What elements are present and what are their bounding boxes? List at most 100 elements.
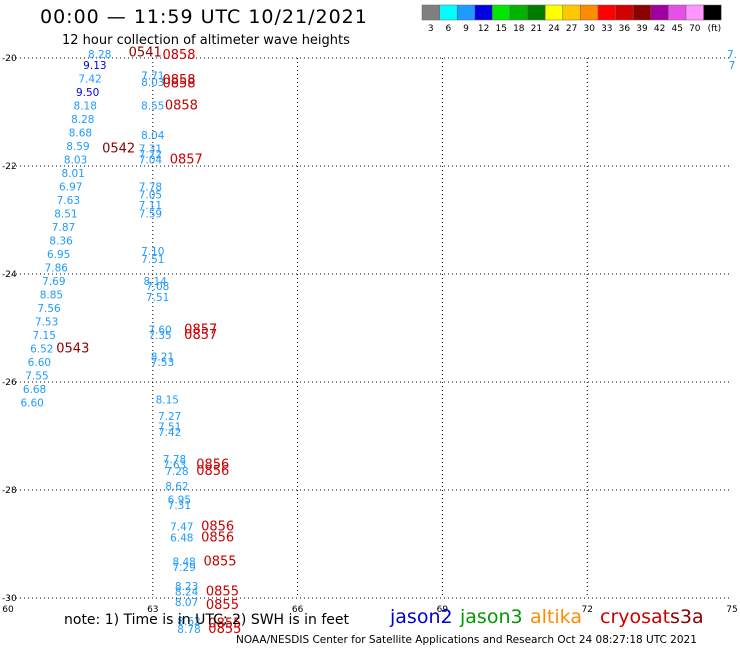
colorbar-swatch: [421, 4, 440, 21]
wave-height-label: 6.60: [20, 397, 43, 409]
colorbar-label: 12: [478, 24, 489, 34]
pass-time-label: 0858: [162, 77, 195, 92]
colorbar-swatch: [685, 4, 704, 21]
pass-time-label: 0855: [206, 598, 239, 613]
wave-height-label: 8.55: [141, 100, 164, 112]
wave-height-label: 7.35: [148, 330, 171, 342]
wave-height-label: 9.13: [83, 60, 106, 72]
x-tick-label: 72: [581, 605, 592, 615]
satellite-legend-item: s3a: [670, 606, 704, 628]
wave-height-label: 8.51: [54, 208, 77, 220]
wave-height-label: 7.86: [45, 262, 69, 274]
wave-height-label: 8.48: [172, 557, 195, 569]
colorbar-swatch: [650, 4, 669, 21]
wave-height-label: 7.78: [163, 454, 186, 466]
pass-time-label: 0858: [162, 73, 195, 88]
wave-height-label: 7.51: [141, 254, 164, 266]
colorbar-swatch: [527, 4, 546, 21]
wave-height-label: 8.07: [175, 597, 198, 609]
credit-line: NOAA/NESDIS Center for Satellite Applica…: [236, 634, 697, 646]
pass-time-label: 0541: [129, 45, 162, 60]
wave-height-label: 6.48: [170, 532, 193, 544]
colorbar-swatch: [544, 4, 564, 21]
wave-height-label: 7.60: [148, 324, 171, 336]
colorbar-label: 42: [654, 24, 665, 34]
wave-height-label: 7.71: [141, 71, 164, 83]
pass-time-label: 0856: [196, 464, 229, 479]
wave-height-label: 7.53: [151, 357, 174, 369]
wave-height-label: 7.59: [139, 208, 162, 220]
x-tick-label: 60: [2, 605, 14, 615]
wave-height-label: 6.95: [168, 495, 191, 507]
colorbar-swatch: [562, 4, 581, 21]
wave-height-label: 7.53: [35, 316, 58, 328]
y-tick-label: -20: [2, 54, 17, 64]
wave-height-label: 8.36: [49, 235, 73, 247]
wave-height-label: 7.63: [163, 459, 186, 471]
wave-height-label: 8.28: [88, 49, 111, 61]
colorbar-swatch: [456, 4, 476, 21]
wave-height-label: 8.03: [141, 77, 164, 89]
colorbar-label: 6: [446, 24, 452, 34]
pass-time-label: 0856: [201, 520, 234, 535]
wave-height-label: 8.03: [64, 154, 87, 166]
y-tick-label: -22: [2, 162, 17, 172]
wave-height-label: 8.15: [156, 395, 179, 407]
wave-height-label: 6.52: [30, 343, 53, 355]
satellite-legend-item: jason2: [390, 606, 453, 628]
wave-height-label: 8.04: [141, 130, 165, 142]
wave-height-label: 7.69: [42, 276, 65, 288]
pass-time-label: 0857: [170, 152, 203, 167]
wave-height-label: 8.59: [66, 141, 89, 153]
wave-height-label: 6.95: [47, 249, 70, 261]
colorbar-label: 15: [495, 24, 506, 34]
satellite-legend-item: cryosat: [600, 606, 671, 628]
pass-time-label: 0855: [203, 555, 236, 570]
satellite-legend-item: jason3: [460, 606, 523, 628]
wave-height-label: 7.72: [139, 149, 162, 161]
x-tick-label: 69: [437, 605, 449, 615]
satellite-legend-item: altika: [530, 606, 582, 628]
wave-height-label: 7.29: [172, 562, 195, 574]
colorbar-label: 9: [463, 24, 469, 34]
colorbar-label: 18: [513, 24, 525, 34]
colorbar-label: (ft): [708, 24, 722, 34]
pass-time-label: 0855: [206, 584, 239, 599]
footnote: note: 1) Time is in UTC; 2) SWH is in fe…: [64, 612, 350, 628]
wave-height-label: 7.: [727, 49, 737, 61]
wave-height-label: 9.50: [76, 87, 99, 99]
pass-time-label: 0543: [56, 341, 89, 356]
wave-height-label: 8.85: [40, 289, 63, 301]
wave-height-label: 8.68: [69, 127, 92, 139]
wave-height-label: 7.87: [52, 222, 75, 234]
wave-height-label: 7.56: [37, 303, 61, 315]
colorbar-swatch: [580, 4, 599, 21]
wave-height-label: 6.97: [59, 181, 82, 193]
wave-height-label: 8.14: [144, 276, 168, 288]
wave-height-label: 7.47: [170, 522, 193, 534]
wave-height-label: 7: [729, 60, 736, 72]
pass-time-label: 0857: [184, 322, 217, 337]
page-title: 00:00 — 11:59 UTC 10/21/2021: [40, 6, 368, 28]
page-subtitle: 12 hour collection of altimeter wave hei…: [62, 33, 350, 48]
colorbar-swatch: [474, 4, 493, 21]
wave-height-label: 7.10: [141, 246, 164, 258]
wave-height-label: 7.51: [158, 422, 181, 434]
x-tick-label: 75: [726, 605, 737, 615]
colorbar-swatch: [615, 4, 634, 21]
wave-height-label: 7.11: [139, 200, 162, 212]
pass-time-label: 0855: [208, 622, 241, 637]
wave-height-label: 7.51: [146, 292, 169, 304]
x-tick-label: 66: [292, 605, 304, 615]
colorbar-label: 33: [601, 24, 612, 34]
x-tick-label: 63: [147, 605, 158, 615]
colorbar-swatch: [632, 4, 652, 21]
wave-height-label: 7.42: [78, 73, 101, 85]
pass-time-label: 0855: [208, 617, 241, 632]
colorbar-swatch: [597, 4, 616, 21]
wave-height-label: 8.01: [61, 168, 84, 180]
wave-height-label: 7.31: [139, 144, 162, 156]
colorbar-swatch: [509, 4, 528, 21]
